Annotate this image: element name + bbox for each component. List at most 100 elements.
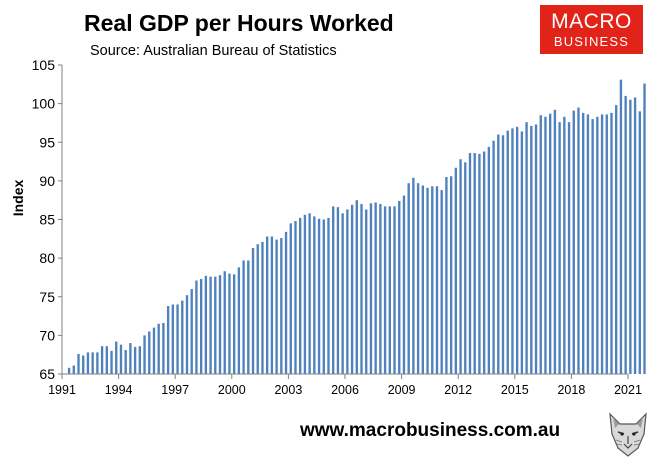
bar [247,260,250,374]
bar [176,304,179,374]
bar [478,153,481,374]
bar [365,209,368,374]
bar [577,107,580,375]
bar [317,218,321,374]
bar [124,350,127,374]
bar [605,114,608,374]
bar [615,105,618,375]
y-tick-label: 85 [39,212,55,228]
y-tick-label: 100 [32,96,56,112]
x-tick-label: 2012 [444,383,472,397]
bar [199,278,203,374]
bar [228,273,231,374]
bar [346,209,349,374]
bar [549,113,552,375]
bar [232,274,236,374]
bar [624,95,627,375]
bar [558,122,561,374]
bar [284,231,288,374]
x-tick-label: 2009 [388,383,416,397]
bar [190,289,193,374]
bar [383,206,387,374]
bar [482,151,486,374]
bar [67,367,71,374]
bar [350,204,354,374]
bar [572,110,575,374]
bar [185,295,189,374]
logo-line2: BUSINESS [553,34,630,49]
y-tick-label: 95 [39,134,55,150]
bar [204,275,208,374]
bar [468,153,472,374]
bar [294,221,297,374]
bar [426,187,429,374]
bar [379,204,382,374]
bar [629,99,632,374]
bar [237,267,241,374]
bar [96,352,99,374]
bar [336,207,340,374]
bar [327,217,330,374]
bar [534,124,538,374]
bar [162,323,165,374]
bar [322,219,325,374]
macrobusiness-logo: MACRO BUSINESS [540,5,643,54]
bar [633,97,637,374]
bar [129,343,132,374]
bar [82,355,85,374]
plot-area: 65 70 75 80 85 90 95 100 105 1991 1994 1997 2000 2003… [32,57,646,397]
x-tick-label: 2018 [557,383,585,397]
bar [72,365,75,374]
x-tick-label: 1991 [48,383,76,397]
bar [464,162,467,374]
bar [473,153,476,374]
bar [105,346,108,374]
bar [515,126,519,374]
bar [445,177,448,374]
bar [275,239,278,374]
bar [600,114,604,374]
bar [280,238,283,374]
bar [166,306,170,374]
bar [138,346,142,374]
x-tick-label: 2021 [614,383,642,397]
bar [332,206,335,374]
bar [360,204,363,374]
bar [412,177,415,374]
bar [610,112,613,374]
bar [619,79,623,375]
bar [143,335,146,375]
bar [261,241,264,374]
bar [223,271,226,374]
bar [563,116,566,374]
bar [525,122,528,374]
bar [449,176,453,374]
bar [544,116,547,374]
x-tick-label: 2003 [274,383,302,397]
x-tick-label: 2006 [331,383,359,397]
bar [402,195,406,374]
bar [152,327,156,374]
bar [398,200,401,374]
bar [256,244,259,374]
y-tick-label: 65 [39,366,55,382]
bar [501,135,505,374]
bar [289,223,292,374]
bar [91,352,94,374]
bar [218,275,222,374]
bar [100,346,104,374]
bar [251,248,255,374]
bar [487,146,491,374]
bar [567,122,571,374]
bar [270,236,274,374]
bar [643,83,646,374]
bar [435,186,439,374]
bar [308,213,311,374]
bar [303,214,307,374]
bar [148,331,151,374]
bar [110,350,113,374]
y-tick-label: 80 [39,250,55,266]
x-tick-label: 2000 [218,383,246,397]
bar [416,183,420,374]
bar [497,134,500,374]
